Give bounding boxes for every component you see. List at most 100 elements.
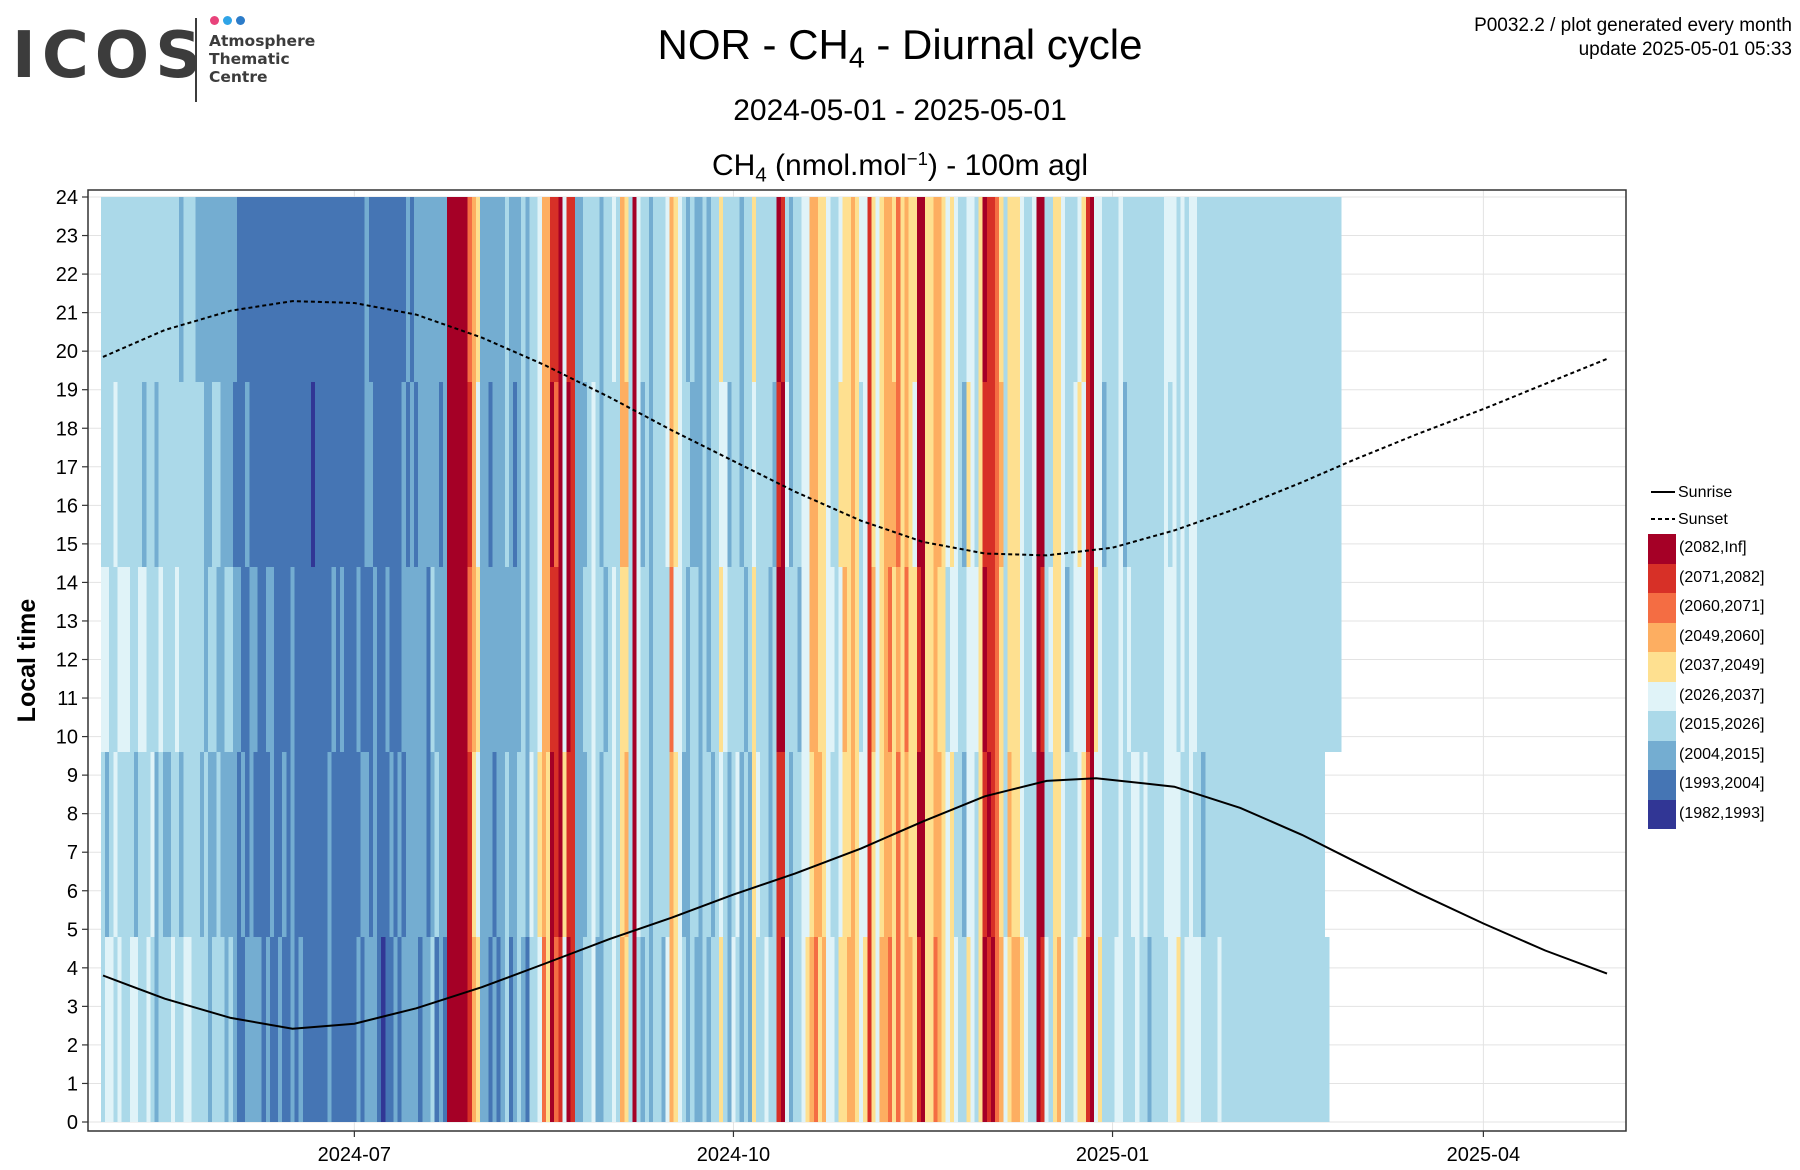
heatmap-cell bbox=[220, 752, 225, 937]
heatmap-cell bbox=[912, 567, 918, 752]
heatmap-cell bbox=[1069, 197, 1074, 382]
heatmap-cell bbox=[241, 752, 246, 937]
heatmap-cell bbox=[385, 937, 390, 1122]
heatmap-cell bbox=[146, 382, 151, 567]
heatmap-cell bbox=[414, 937, 419, 1122]
heatmap-cell bbox=[558, 567, 563, 752]
heatmap-cell bbox=[784, 752, 790, 937]
heatmap-cell bbox=[710, 567, 716, 752]
heatmap-cell bbox=[212, 197, 217, 382]
heatmap-cell bbox=[133, 752, 139, 937]
heatmap-cell bbox=[286, 197, 291, 382]
heatmap-cell bbox=[1217, 752, 1223, 937]
heatmap-cell bbox=[978, 382, 984, 567]
heatmap-cell bbox=[1304, 567, 1309, 752]
heatmap-cell bbox=[179, 197, 184, 382]
heatmap-cell bbox=[418, 752, 423, 937]
heatmap-cell bbox=[372, 197, 378, 382]
heatmap-cell bbox=[875, 752, 881, 937]
heatmap-cell bbox=[377, 197, 382, 382]
heatmap-cell bbox=[401, 382, 407, 567]
heatmap-cell bbox=[274, 567, 279, 752]
heatmap-cell bbox=[537, 382, 543, 567]
heatmap-cell bbox=[109, 382, 114, 567]
heatmap-cell bbox=[1254, 382, 1260, 567]
heatmap-cell bbox=[426, 382, 431, 567]
heatmap-cell bbox=[809, 567, 815, 752]
heatmap-cell bbox=[105, 382, 110, 567]
heatmap-cell bbox=[727, 382, 732, 567]
heatmap-cell bbox=[129, 197, 135, 382]
heatmap-cell bbox=[879, 567, 885, 752]
heatmap-cell bbox=[496, 752, 502, 937]
heatmap-cell bbox=[191, 567, 197, 752]
heatmap-cell bbox=[830, 382, 835, 567]
heatmap-cell bbox=[986, 567, 992, 752]
heatmap-cell bbox=[170, 197, 176, 382]
heatmap-cell bbox=[249, 937, 254, 1122]
heatmap-cell bbox=[377, 937, 382, 1122]
heatmap-cell bbox=[887, 937, 893, 1122]
heatmap-cell bbox=[838, 567, 844, 752]
heatmap-cell bbox=[566, 567, 572, 752]
heatmap-cell bbox=[158, 937, 164, 1122]
heatmap-cell bbox=[681, 567, 687, 752]
heatmap-cell bbox=[657, 382, 662, 567]
heatmap-cell bbox=[1102, 937, 1107, 1122]
heatmap-cell bbox=[817, 382, 823, 567]
heatmap-cell bbox=[665, 752, 670, 937]
heatmap-cell bbox=[1077, 567, 1083, 752]
heatmap-cell bbox=[1250, 937, 1256, 1122]
heatmap-cell bbox=[801, 197, 806, 382]
heatmap-cell bbox=[459, 567, 464, 752]
heatmap-cell bbox=[1061, 752, 1066, 937]
heatmap-cell bbox=[216, 752, 221, 937]
heatmap-cell bbox=[723, 752, 728, 937]
heatmap-cell bbox=[1271, 382, 1276, 567]
heatmap-cell bbox=[1188, 567, 1194, 752]
heatmap-cell bbox=[438, 197, 444, 382]
heatmap-cell bbox=[570, 752, 576, 937]
heatmap-cell bbox=[925, 382, 930, 567]
heatmap-cell bbox=[681, 197, 687, 382]
heatmap-cell bbox=[1291, 197, 1297, 382]
heatmap-cell bbox=[253, 937, 258, 1122]
heatmap-cell bbox=[1176, 752, 1181, 937]
heatmap-cell bbox=[339, 937, 345, 1122]
heatmap-cell bbox=[673, 382, 679, 567]
heatmap-cell bbox=[772, 567, 778, 752]
heatmap-cell bbox=[681, 752, 687, 937]
heatmap-cell bbox=[855, 382, 860, 567]
heatmap-cell bbox=[805, 382, 811, 567]
heatmap-cell bbox=[574, 197, 580, 382]
heatmap-cell bbox=[636, 752, 642, 937]
heatmap-cell bbox=[541, 197, 547, 382]
heatmap-cell bbox=[125, 937, 131, 1122]
y-tick-label: 15 bbox=[56, 534, 78, 556]
heatmap-cell bbox=[953, 937, 959, 1122]
heatmap-cell bbox=[1332, 382, 1338, 567]
heatmap-cell bbox=[566, 197, 572, 382]
heatmap-cell bbox=[941, 937, 947, 1122]
heatmap-cell bbox=[628, 752, 633, 937]
heatmap-cell bbox=[838, 197, 844, 382]
heatmap-cell bbox=[719, 752, 724, 937]
heatmap-cell bbox=[109, 567, 114, 752]
heatmap-cell bbox=[195, 197, 201, 382]
heatmap-cell bbox=[249, 752, 254, 937]
heatmap-cell bbox=[793, 567, 798, 752]
heatmap-cell bbox=[1328, 382, 1334, 567]
heatmap-cell bbox=[673, 937, 679, 1122]
heatmap-cell bbox=[368, 752, 374, 937]
heatmap-cell bbox=[426, 752, 431, 937]
heatmap-cell bbox=[545, 382, 551, 567]
heatmap-cell bbox=[900, 937, 905, 1122]
heatmap-cell bbox=[183, 197, 188, 382]
heatmap-cells bbox=[100, 197, 1342, 1122]
heatmap-cell bbox=[241, 197, 246, 382]
heatmap-cell bbox=[191, 382, 197, 567]
heatmap-cell bbox=[681, 937, 687, 1122]
heatmap-cell bbox=[855, 937, 860, 1122]
heatmap-cell bbox=[1085, 937, 1091, 1122]
heatmap-cell bbox=[995, 382, 1000, 567]
